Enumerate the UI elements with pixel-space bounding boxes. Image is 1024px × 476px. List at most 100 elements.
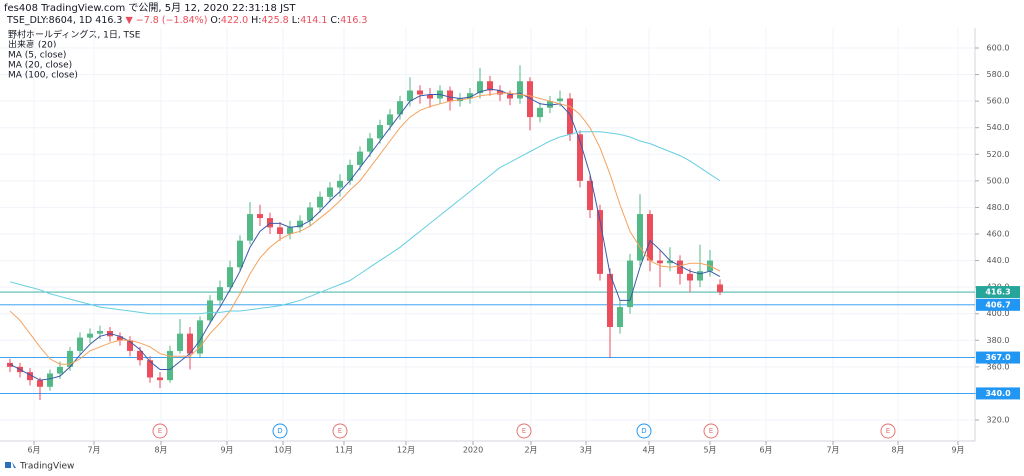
- candle-body: [87, 333, 93, 338]
- candle-body: [367, 138, 373, 152]
- publisher: fes408 TradingView.com で公開, 5月 12, 2020 …: [4, 2, 296, 14]
- candle-body: [167, 350, 173, 381]
- y-tick-label: 580.0: [987, 70, 1010, 79]
- candle-body: [657, 260, 663, 264]
- candle-body: [517, 81, 523, 99]
- y-tick-label: 360.0: [987, 362, 1010, 371]
- symbol: TSE_DLY:8604, 1D: [6, 15, 92, 26]
- candle-body: [237, 240, 243, 268]
- change-arrow: ▼: [125, 15, 133, 26]
- candle-body: [147, 360, 153, 378]
- level-label: 340.0: [985, 389, 1011, 398]
- candle-body: [177, 333, 183, 351]
- candle-body: [127, 340, 133, 351]
- x-tick-label: 8月: [891, 446, 904, 455]
- candle-body: [427, 94, 433, 99]
- candle-body: [217, 287, 223, 301]
- candle-body: [637, 214, 643, 261]
- candle-body: [297, 220, 303, 228]
- quote-value: 414.1: [300, 15, 327, 26]
- event-marker: [332, 423, 348, 439]
- candle-body: [97, 330, 103, 334]
- candle-body: [117, 336, 123, 341]
- candle-body: [287, 227, 293, 234]
- event-label: E: [338, 427, 342, 435]
- candle-body: [67, 350, 73, 367]
- event-label: E: [158, 427, 162, 435]
- candle-body: [157, 377, 163, 381]
- candle-body: [397, 101, 403, 115]
- x-tick-label: 9月: [220, 446, 233, 455]
- quote-value: 425.8: [261, 15, 288, 26]
- x-tick-label: 7月: [826, 446, 839, 455]
- candle-body: [507, 94, 513, 99]
- candle-body: [627, 260, 633, 308]
- candle-body: [187, 333, 193, 354]
- candle-body: [537, 107, 543, 118]
- level-tag: [976, 286, 1020, 299]
- candle-body: [677, 260, 683, 274]
- x-tick-label: 12月: [397, 446, 415, 455]
- event-marker: [152, 423, 168, 439]
- legend-title: 野村ホールディングス, 1日, TSE: [8, 29, 141, 41]
- y-tick-label: 400.0: [987, 309, 1010, 318]
- level-label: 416.3: [985, 288, 1010, 297]
- candle-body: [717, 284, 723, 293]
- x-tick-label: 7月: [87, 446, 100, 455]
- candle-body: [37, 380, 43, 387]
- candle-body: [307, 207, 313, 221]
- level-label: 367.0: [985, 353, 1011, 362]
- quote-label: C:: [330, 15, 340, 26]
- candle-body: [277, 227, 283, 234]
- x-tick-label: 2月: [524, 446, 537, 455]
- ma-line: [9, 92, 721, 365]
- candle-body: [207, 300, 213, 321]
- y-tick-label: 440.0: [987, 256, 1010, 265]
- candle-body: [667, 260, 673, 264]
- candle-body: [357, 151, 363, 165]
- candle-body: [327, 187, 333, 197]
- candle-body: [257, 214, 263, 219]
- candle-body: [137, 350, 143, 361]
- candle-body: [477, 81, 483, 94]
- quote-value: 422.0: [221, 15, 248, 26]
- candle-body: [597, 210, 603, 274]
- candle-body: [347, 164, 353, 181]
- quote-line: TSE_DLY:8604, 1D 416.3 ▼ −7.8 (−1.84%) O:422…: [6, 15, 367, 26]
- quote-value: 416.3: [340, 15, 367, 26]
- ma-line: [9, 131, 721, 315]
- candle-body: [227, 267, 233, 288]
- legend-entry: MA (100, close): [8, 71, 78, 81]
- level-label: 406.7: [985, 300, 1010, 309]
- candle-body: [317, 196, 323, 208]
- candle-body: [587, 180, 593, 211]
- event-marker: [272, 423, 288, 439]
- x-tick-label: 3月: [579, 446, 592, 455]
- candle-body: [387, 114, 393, 126]
- x-tick-label: 5月: [703, 446, 716, 455]
- candle-body: [647, 214, 653, 261]
- x-tick-label: 6月: [27, 446, 40, 455]
- candle-body: [337, 180, 343, 188]
- candle-body: [697, 271, 703, 281]
- y-tick-label: 320.0: [987, 416, 1010, 425]
- quote-label: L:: [292, 15, 301, 26]
- last-price: 416.3: [95, 15, 122, 26]
- y-tick-label: 480.0: [987, 203, 1010, 212]
- candle-body: [267, 218, 273, 228]
- candle-body: [407, 90, 413, 102]
- level-tag: [976, 387, 1020, 400]
- candle-body: [247, 214, 253, 241]
- event-label: D: [277, 427, 282, 435]
- candle-body: [77, 337, 83, 351]
- candle-body: [617, 307, 623, 327]
- candle-body: [197, 320, 203, 354]
- candle-body: [577, 134, 583, 181]
- quote-label: H:: [251, 15, 261, 26]
- legend-entry: MA (5, close): [8, 51, 66, 61]
- legend-entry: MA (20, close): [8, 61, 72, 71]
- candle-body: [377, 125, 383, 139]
- candle-body: [27, 372, 33, 381]
